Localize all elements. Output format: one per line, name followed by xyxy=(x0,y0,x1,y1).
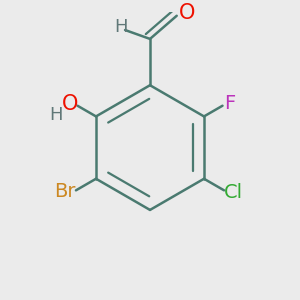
Text: F: F xyxy=(224,94,235,112)
Text: Cl: Cl xyxy=(224,183,243,202)
Text: H: H xyxy=(49,106,62,124)
Text: O: O xyxy=(178,3,195,23)
Text: H: H xyxy=(114,18,128,36)
Text: O: O xyxy=(61,94,78,114)
Text: Br: Br xyxy=(54,182,76,201)
